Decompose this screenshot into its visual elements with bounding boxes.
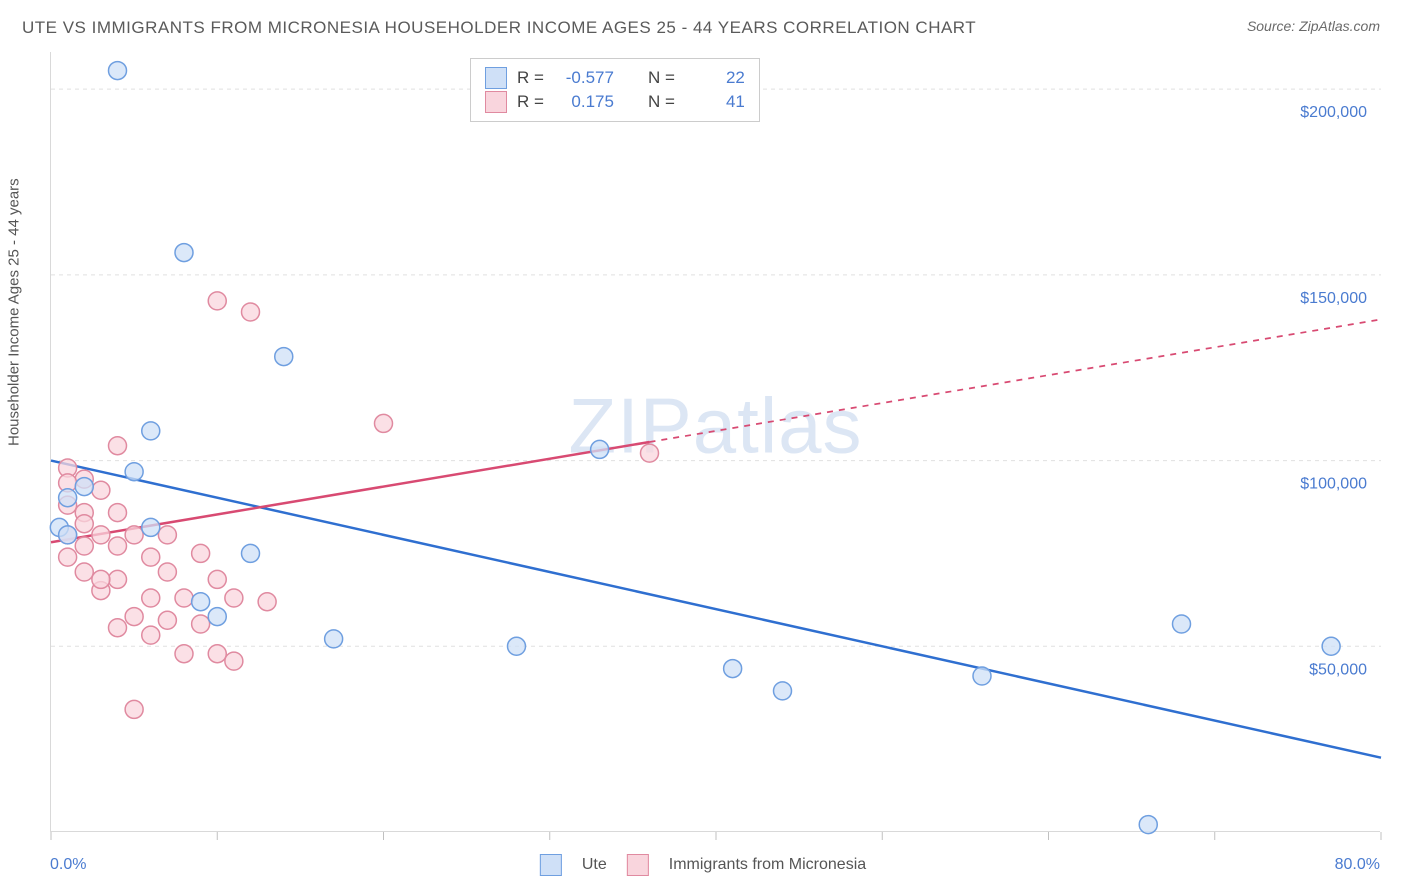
stat-n-ute: 22 (685, 68, 745, 88)
svg-text:$100,000: $100,000 (1300, 476, 1367, 493)
x-min-label: 0.0% (50, 856, 86, 874)
legend-swatch-ute (540, 854, 562, 876)
stat-n-micronesia: 41 (685, 92, 745, 112)
chart-title: UTE VS IMMIGRANTS FROM MICRONESIA HOUSEH… (22, 18, 976, 38)
stat-r-label: R = (517, 68, 544, 88)
stats-row-ute: R = -0.577 N = 22 (485, 67, 745, 89)
svg-text:$50,000: $50,000 (1309, 661, 1367, 678)
stats-legend-box: R = -0.577 N = 22 R = 0.175 N = 41 (470, 58, 760, 122)
stat-r-label-2: R = (517, 92, 544, 112)
plot-area: ZIPatlas $50,000$100,000$150,000$200,000 (50, 52, 1380, 832)
svg-text:$150,000: $150,000 (1300, 290, 1367, 307)
y-axis-label: Householder Income Ages 25 - 44 years (6, 178, 23, 446)
stat-n-label: N = (648, 68, 675, 88)
svg-text:$200,000: $200,000 (1300, 104, 1367, 121)
legend-label-micronesia: Immigrants from Micronesia (669, 856, 866, 874)
legend-swatch-micronesia (627, 854, 649, 876)
stat-r-micronesia: 0.175 (554, 92, 614, 112)
stat-r-ute: -0.577 (554, 68, 614, 88)
stat-n-label-2: N = (648, 92, 675, 112)
x-max-label: 80.0% (1335, 856, 1380, 874)
swatch-micronesia (485, 91, 507, 113)
correlation-chart: UTE VS IMMIGRANTS FROM MICRONESIA HOUSEH… (0, 0, 1406, 892)
bottom-legend: Ute Immigrants from Micronesia (540, 854, 866, 876)
stats-row-micronesia: R = 0.175 N = 41 (485, 91, 745, 113)
plot-svg: $50,000 $100,000 $150,000 $200,000 (51, 52, 1380, 831)
swatch-ute (485, 67, 507, 89)
legend-label-ute: Ute (582, 856, 607, 874)
source-label: Source: ZipAtlas.com (1247, 18, 1380, 34)
